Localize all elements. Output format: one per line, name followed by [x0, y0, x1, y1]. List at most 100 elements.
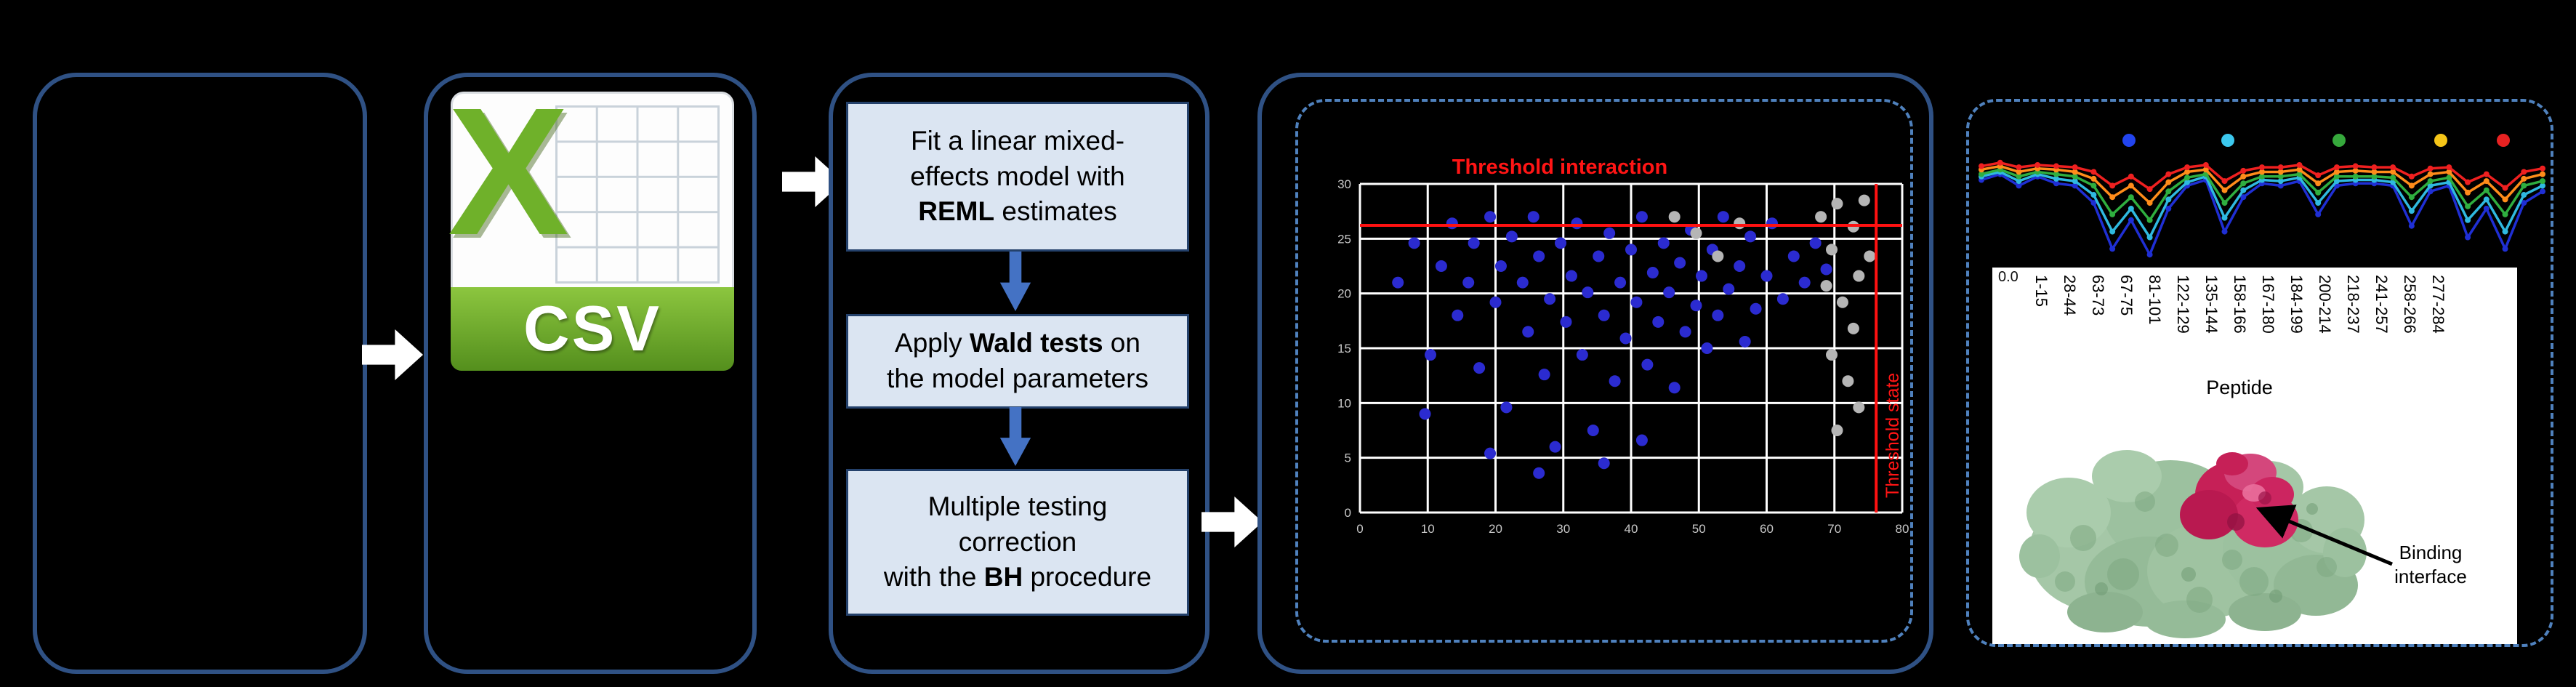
peptide-label: 218-237: [2342, 270, 2370, 381]
uptake-marker: [2408, 182, 2415, 189]
uptake-marker: [2277, 173, 2284, 180]
uptake-legend: [1976, 134, 2548, 150]
scatter-point-significant: [1668, 382, 1681, 394]
uptake-marker: [2016, 173, 2022, 180]
scatter-point-not-significant: [1734, 217, 1746, 230]
peptide-label-text: 218-237: [2344, 275, 2362, 334]
flow-arrow-1: [362, 329, 423, 380]
uptake-marker: [2465, 203, 2471, 209]
peptide-label-text: 241-257: [2372, 275, 2391, 334]
legend-dot: [2221, 134, 2235, 147]
uptake-marker: [2408, 173, 2415, 180]
scatter-point-not-significant: [1864, 250, 1876, 262]
panel-scatter-outer: [1257, 73, 1933, 674]
uptake-marker: [2277, 164, 2284, 171]
y-tick-label: 10: [1337, 396, 1351, 410]
scatter-point-not-significant: [1690, 227, 1702, 239]
uptake-marker: [2221, 228, 2228, 235]
scatter-point-not-significant: [1831, 425, 1843, 436]
scatter-point-significant: [1717, 211, 1729, 223]
uptake-marker: [1997, 159, 2003, 166]
flow-arrow-3: [1202, 497, 1263, 547]
peptide-axis-labels: 1-15 28-44 63-73 67-75 81-101 122-129 135-144 1…: [2030, 270, 2455, 381]
uptake-marker: [2090, 175, 2097, 182]
uptake-marker: [2390, 169, 2396, 175]
uptake-marker: [2521, 182, 2527, 189]
scatter-point-significant: [1820, 263, 1832, 276]
scatter-point-significant: [1500, 401, 1513, 414]
legend-dot: [2497, 134, 2511, 147]
uptake-marker: [2146, 252, 2153, 258]
x-tick-label: 60: [1760, 522, 1774, 536]
uptake-marker: [2165, 196, 2172, 203]
peptide-label: 158-166: [2229, 270, 2257, 381]
uptake-marker: [2165, 171, 2172, 177]
uptake-marker: [2146, 217, 2153, 223]
scatter-point-significant: [1609, 375, 1621, 387]
scatter-point-not-significant: [1820, 280, 1832, 292]
peptide-label-text: 28-44: [2061, 275, 2079, 316]
uptake-marker: [2202, 166, 2209, 173]
peptide-label-text: 122-129: [2174, 275, 2192, 334]
peptide-label: 135-144: [2200, 270, 2229, 381]
x-tick-label: 30: [1556, 522, 1570, 536]
uptake-marker: [1979, 163, 1984, 169]
scatter-point-not-significant: [1847, 322, 1859, 334]
panel-input-data: [33, 73, 367, 674]
uptake-marker: [2483, 187, 2490, 193]
uptake-marker: [2502, 211, 2508, 217]
uptake-marker: [2090, 169, 2097, 175]
uptake-marker: [2202, 161, 2209, 168]
uptake-marker: [2502, 246, 2508, 252]
scatter-point-significant: [1652, 316, 1665, 328]
uptake-line-chart: [1979, 159, 2545, 258]
scatter-point-significant: [1473, 362, 1486, 374]
scatter-point-significant: [1760, 270, 1773, 282]
scatter-point-significant: [1544, 293, 1556, 305]
scatter-point-significant: [1739, 335, 1751, 347]
scatter-point-significant: [1468, 237, 1480, 249]
scatter-point-significant: [1641, 358, 1654, 371]
uptake-marker: [2184, 169, 2191, 175]
csv-label: CSV: [523, 292, 661, 365]
uptake-marker: [2540, 165, 2545, 172]
y-tick-label: 15: [1337, 342, 1351, 355]
scatter-point-significant: [1452, 309, 1464, 321]
scatter-point-significant: [1571, 217, 1583, 230]
uptake-marker: [2371, 173, 2378, 180]
method-box-bh: Multiple testing correction with the BH …: [846, 469, 1189, 616]
scatter-point-significant: [1734, 260, 1746, 272]
uptake-marker: [2446, 169, 2452, 175]
scatter-point-significant: [1787, 250, 1800, 262]
uptake-marker: [2315, 180, 2322, 187]
peptide-label-text: 63-73: [2089, 275, 2107, 316]
uptake-marker: [2016, 169, 2022, 175]
uptake-marker: [2221, 178, 2228, 185]
scatter-point-significant: [1798, 276, 1811, 289]
scatter-point-significant: [1657, 237, 1670, 249]
uptake-marker: [2053, 175, 2059, 182]
y-axis-zero-label: 0.0: [1998, 269, 2018, 285]
uptake-marker: [2165, 179, 2172, 185]
peptide-label-text: 200-214: [2316, 275, 2334, 334]
scatter-point-not-significant: [1853, 401, 1865, 414]
binding-interface-label: Binding interface: [2394, 542, 2467, 587]
scatter-point-significant: [1598, 309, 1610, 321]
scatter-point-significant: [1516, 276, 1529, 289]
peptide-label: 67-75: [2115, 270, 2144, 381]
peptide-label: 167-180: [2257, 270, 2285, 381]
uptake-marker: [2128, 206, 2134, 212]
x-tick-label: 70: [1827, 522, 1841, 536]
uptake-marker: [2128, 217, 2134, 223]
spreadsheet-grid: [555, 105, 720, 284]
uptake-marker: [2408, 208, 2415, 214]
scatter-point-significant: [1776, 293, 1789, 305]
legend-dot: [2122, 134, 2136, 147]
peptide-label-text: 258-266: [2401, 275, 2419, 334]
uptake-marker: [2259, 164, 2265, 171]
csv-file-icon: X CSV: [448, 70, 734, 371]
uptake-marker: [2408, 222, 2415, 229]
scatter-point-significant: [1560, 316, 1572, 328]
